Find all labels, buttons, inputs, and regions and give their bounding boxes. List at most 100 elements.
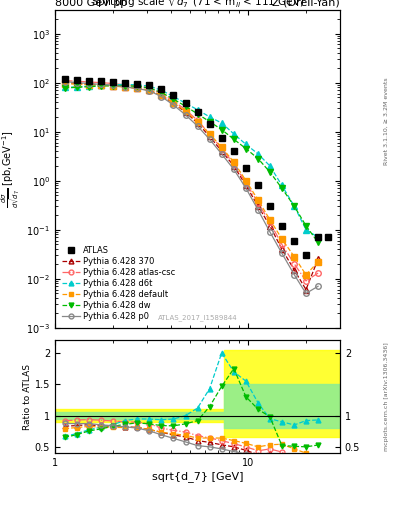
ATLAS bbox=[207, 121, 212, 127]
Pythia 6.428 default bbox=[171, 100, 176, 106]
Pythia 6.428 p0 bbox=[279, 250, 284, 257]
ATLAS bbox=[75, 77, 79, 83]
Pythia 6.428 default bbox=[219, 144, 224, 151]
Pythia 6.428 370 bbox=[244, 182, 248, 188]
Pythia 6.428 d6t bbox=[62, 84, 67, 91]
Pythia 6.428 d6t bbox=[292, 203, 297, 209]
Pythia 6.428 dw bbox=[279, 185, 284, 191]
Pythia 6.428 d6t bbox=[195, 106, 200, 113]
Pythia 6.428 atlas-csc bbox=[292, 261, 297, 267]
Pythia 6.428 atlas-csc bbox=[195, 117, 200, 123]
ATLAS bbox=[219, 135, 224, 141]
Pythia 6.428 d6t bbox=[256, 151, 261, 157]
X-axis label: sqrt{d_7} [GeV]: sqrt{d_7} [GeV] bbox=[152, 471, 243, 482]
Line: Pythia 6.428 d6t: Pythia 6.428 d6t bbox=[62, 81, 321, 240]
Pythia 6.428 p0 bbox=[111, 82, 116, 89]
Pythia 6.428 d6t bbox=[279, 182, 284, 188]
Pythia 6.428 p0 bbox=[171, 102, 176, 108]
Pythia 6.428 p0 bbox=[292, 272, 297, 278]
Line: ATLAS: ATLAS bbox=[61, 75, 331, 259]
Pythia 6.428 d6t bbox=[75, 84, 79, 90]
Pythia 6.428 default bbox=[159, 92, 164, 98]
Pythia 6.428 dw bbox=[86, 83, 91, 90]
Pythia 6.428 dw bbox=[111, 82, 116, 89]
Pythia 6.428 370 bbox=[219, 148, 224, 154]
Pythia 6.428 p0 bbox=[62, 78, 67, 84]
Pythia 6.428 atlas-csc bbox=[279, 241, 284, 247]
ATLAS bbox=[171, 92, 176, 98]
ATLAS bbox=[111, 78, 116, 84]
Pythia 6.428 default bbox=[292, 253, 297, 260]
Pythia 6.428 default bbox=[244, 178, 248, 184]
Pythia 6.428 atlas-csc bbox=[304, 278, 309, 284]
Pythia 6.428 default bbox=[268, 217, 272, 223]
Pythia 6.428 d6t bbox=[231, 131, 236, 137]
Pythia 6.428 370 bbox=[135, 85, 140, 91]
Pythia 6.428 atlas-csc bbox=[316, 270, 320, 276]
Pythia 6.428 370 bbox=[111, 82, 116, 89]
Pythia 6.428 370 bbox=[171, 100, 176, 106]
ATLAS bbox=[304, 252, 309, 259]
Pythia 6.428 p0 bbox=[86, 80, 91, 87]
Pythia 6.428 370 bbox=[279, 246, 284, 252]
Pythia 6.428 370 bbox=[75, 80, 79, 87]
Pythia 6.428 p0 bbox=[244, 185, 248, 191]
Pythia 6.428 dw bbox=[183, 103, 188, 109]
ATLAS bbox=[279, 223, 284, 229]
Pythia 6.428 dw bbox=[231, 136, 236, 142]
Pythia 6.428 atlas-csc bbox=[183, 106, 188, 113]
Pythia 6.428 370 bbox=[268, 223, 272, 229]
Pythia 6.428 default bbox=[147, 87, 152, 93]
Pythia 6.428 dw bbox=[62, 85, 67, 91]
Pythia 6.428 d6t bbox=[171, 94, 176, 100]
Pythia 6.428 atlas-csc bbox=[244, 180, 248, 186]
ATLAS bbox=[256, 182, 261, 188]
Pythia 6.428 d6t bbox=[99, 82, 103, 89]
Pythia 6.428 atlas-csc bbox=[99, 79, 103, 86]
Pythia 6.428 default bbox=[99, 82, 103, 89]
Text: Rivet 3.1.10, ≥ 3.2M events: Rivet 3.1.10, ≥ 3.2M events bbox=[384, 77, 389, 165]
ATLAS bbox=[325, 234, 330, 240]
ATLAS bbox=[123, 79, 127, 86]
Pythia 6.428 370 bbox=[207, 133, 212, 139]
Pythia 6.428 dw bbox=[135, 83, 140, 90]
Pythia 6.428 atlas-csc bbox=[62, 77, 67, 83]
Pythia 6.428 370 bbox=[292, 267, 297, 273]
Text: ATLAS_2017_I1589844: ATLAS_2017_I1589844 bbox=[158, 314, 237, 322]
Pythia 6.428 atlas-csc bbox=[135, 83, 140, 89]
Pythia 6.428 atlas-csc bbox=[147, 85, 152, 91]
Pythia 6.428 dw bbox=[75, 84, 79, 91]
Pythia 6.428 default bbox=[183, 108, 188, 114]
ATLAS bbox=[99, 78, 103, 84]
Pythia 6.428 p0 bbox=[256, 207, 261, 213]
Pythia 6.428 p0 bbox=[123, 84, 127, 90]
Pythia 6.428 p0 bbox=[219, 151, 224, 157]
Pythia 6.428 atlas-csc bbox=[171, 98, 176, 104]
Pythia 6.428 p0 bbox=[147, 88, 152, 94]
Text: Z (Drell-Yan): Z (Drell-Yan) bbox=[272, 0, 340, 8]
ATLAS bbox=[86, 77, 91, 83]
Pythia 6.428 dw bbox=[316, 239, 320, 245]
Line: Pythia 6.428 p0: Pythia 6.428 p0 bbox=[62, 79, 321, 296]
Pythia 6.428 370 bbox=[99, 82, 103, 88]
Pythia 6.428 atlas-csc bbox=[159, 91, 164, 97]
Pythia 6.428 370 bbox=[316, 256, 320, 262]
Pythia 6.428 atlas-csc bbox=[75, 78, 79, 84]
Line: Pythia 6.428 370: Pythia 6.428 370 bbox=[62, 80, 321, 292]
Pythia 6.428 atlas-csc bbox=[268, 220, 272, 226]
ATLAS bbox=[159, 86, 164, 92]
Pythia 6.428 p0 bbox=[231, 166, 236, 173]
Pythia 6.428 default bbox=[195, 119, 200, 125]
Pythia 6.428 d6t bbox=[268, 163, 272, 169]
Pythia 6.428 atlas-csc bbox=[231, 161, 236, 167]
Line: Pythia 6.428 default: Pythia 6.428 default bbox=[62, 81, 321, 278]
Pythia 6.428 d6t bbox=[135, 82, 140, 88]
Pythia 6.428 dw bbox=[244, 145, 248, 152]
Pythia 6.428 370 bbox=[159, 92, 164, 98]
Pythia 6.428 p0 bbox=[195, 123, 200, 129]
ATLAS bbox=[135, 81, 140, 87]
Pythia 6.428 default bbox=[207, 131, 212, 137]
ATLAS bbox=[316, 234, 320, 240]
Pythia 6.428 p0 bbox=[183, 112, 188, 118]
Y-axis label: Ratio to ATLAS: Ratio to ATLAS bbox=[23, 364, 32, 430]
